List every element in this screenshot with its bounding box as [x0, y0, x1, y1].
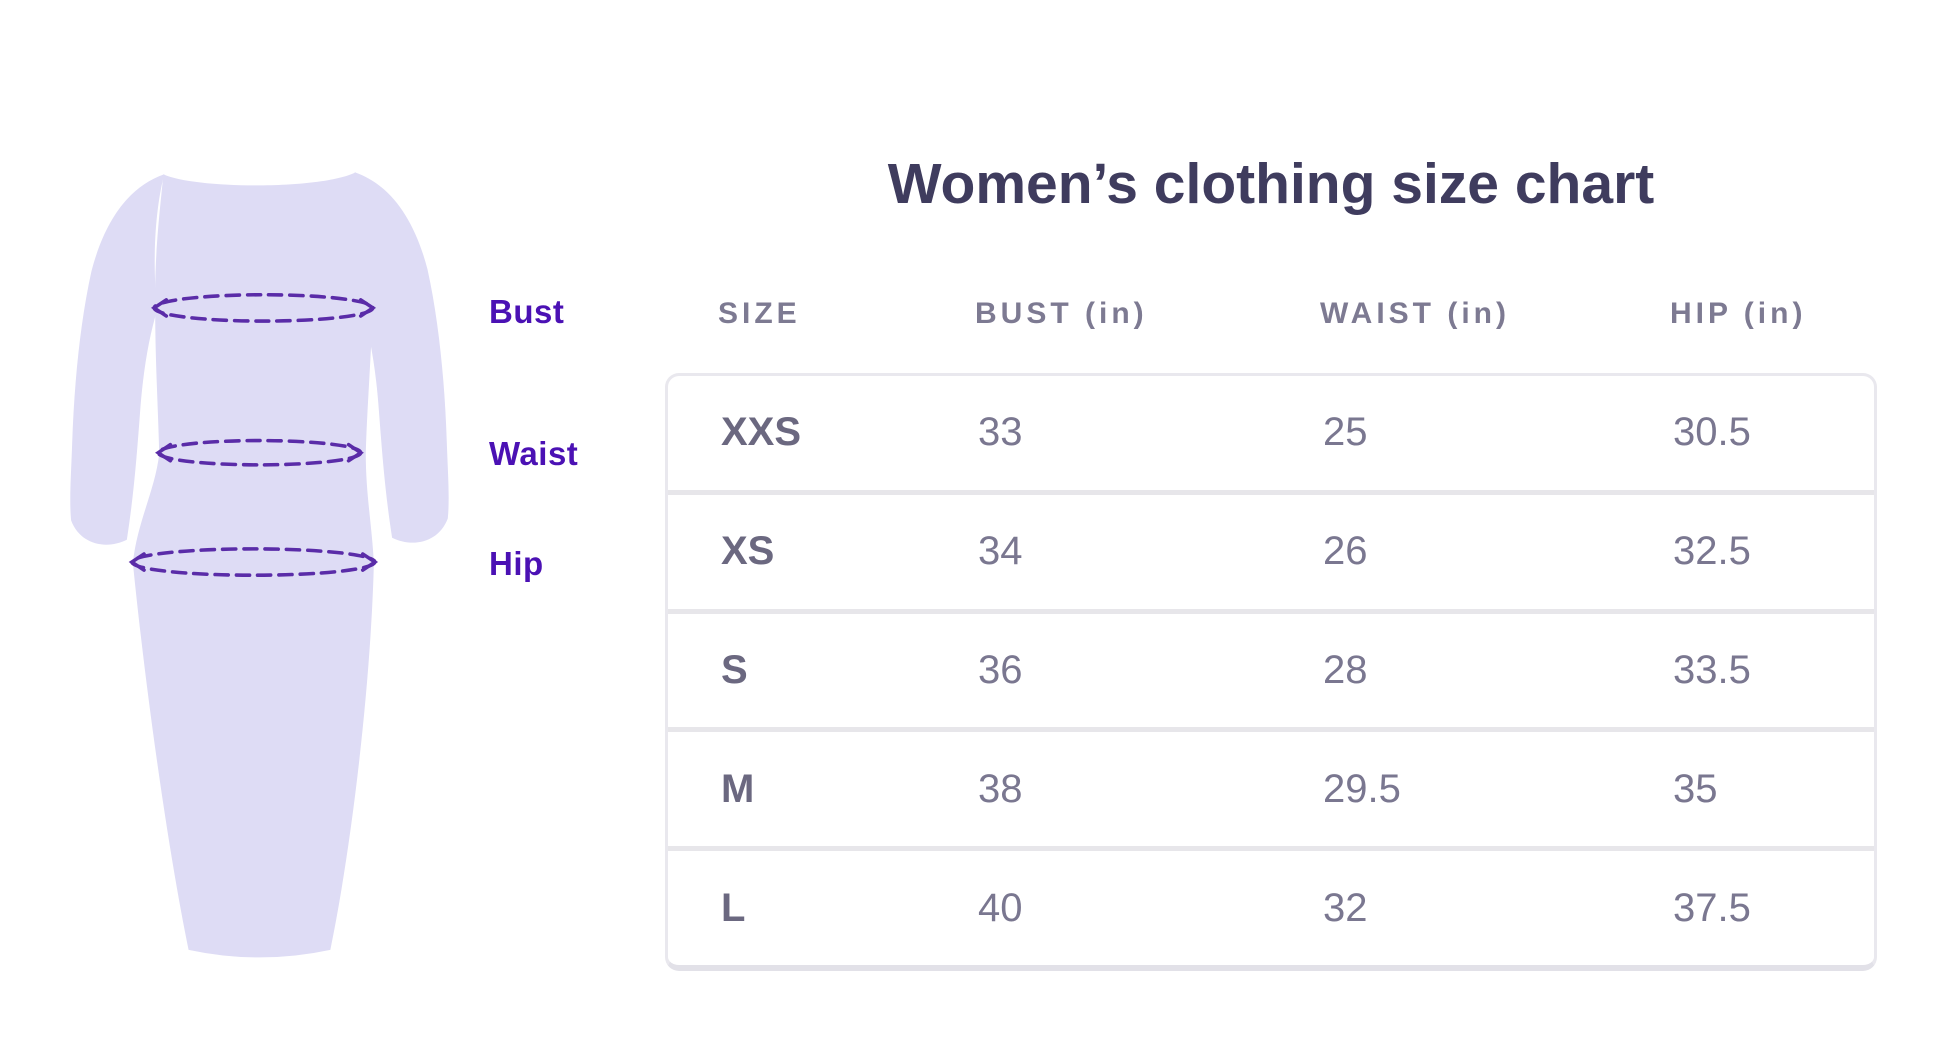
table-header-row: SIZE BUST (in) WAIST (in) HIP (in) — [665, 297, 1877, 331]
size-cell: M — [721, 766, 755, 811]
table-row: XS 34 26 32.5 — [668, 489, 1874, 609]
waist-measure-ellipse — [155, 438, 364, 467]
page-title: Women’s clothing size chart — [887, 152, 1655, 216]
hip-cell: 32.5 — [1673, 529, 1751, 574]
size-cell: XXS — [721, 410, 802, 455]
waist-cell: 26 — [1323, 529, 1368, 574]
dress-illustration — [60, 158, 465, 958]
bust-measure-ellipse — [150, 292, 377, 323]
bust-cell: 38 — [978, 766, 1023, 811]
hip-measure-ellipse — [128, 547, 379, 577]
bust-cell: 34 — [978, 529, 1023, 574]
dress-right-sleeve — [354, 172, 449, 543]
waist-cell: 29.5 — [1323, 766, 1401, 811]
hip-cell: 33.5 — [1673, 647, 1751, 692]
table-row: S 36 28 33.5 — [668, 608, 1874, 728]
waist-cell: 25 — [1323, 410, 1368, 455]
size-cell: XS — [721, 529, 775, 574]
hip-cell: 35 — [1673, 766, 1718, 811]
size-table: XXS 33 25 30.5 XS 34 26 32.5 S 36 28 33.… — [665, 373, 1877, 971]
bust-cell: 40 — [978, 885, 1023, 930]
dress-body — [132, 172, 374, 958]
column-header-hip: HIP (in) — [1670, 297, 1807, 330]
waist-label: Waist — [489, 435, 579, 472]
column-header-bust: BUST (in) — [975, 297, 1148, 330]
column-header-waist: WAIST (in) — [1320, 297, 1510, 330]
size-cell: S — [721, 647, 748, 692]
hip-cell: 30.5 — [1673, 410, 1751, 455]
column-header-size: SIZE — [718, 297, 801, 330]
bust-cell: 33 — [978, 410, 1023, 455]
table-row: L 40 32 37.5 — [668, 846, 1874, 965]
bust-cell: 36 — [978, 647, 1023, 692]
waist-cell: 32 — [1323, 885, 1368, 930]
dress-left-sleeve — [70, 174, 165, 545]
table-row: XXS 33 25 30.5 — [668, 376, 1874, 490]
hip-cell: 37.5 — [1673, 885, 1751, 930]
hip-label: Hip — [489, 545, 544, 582]
dress-silhouette-svg — [70, 172, 449, 958]
waist-cell: 28 — [1323, 647, 1368, 692]
table-row: M 38 29.5 35 — [668, 727, 1874, 846]
bust-label: Bust — [489, 293, 565, 330]
size-cell: L — [721, 885, 746, 930]
